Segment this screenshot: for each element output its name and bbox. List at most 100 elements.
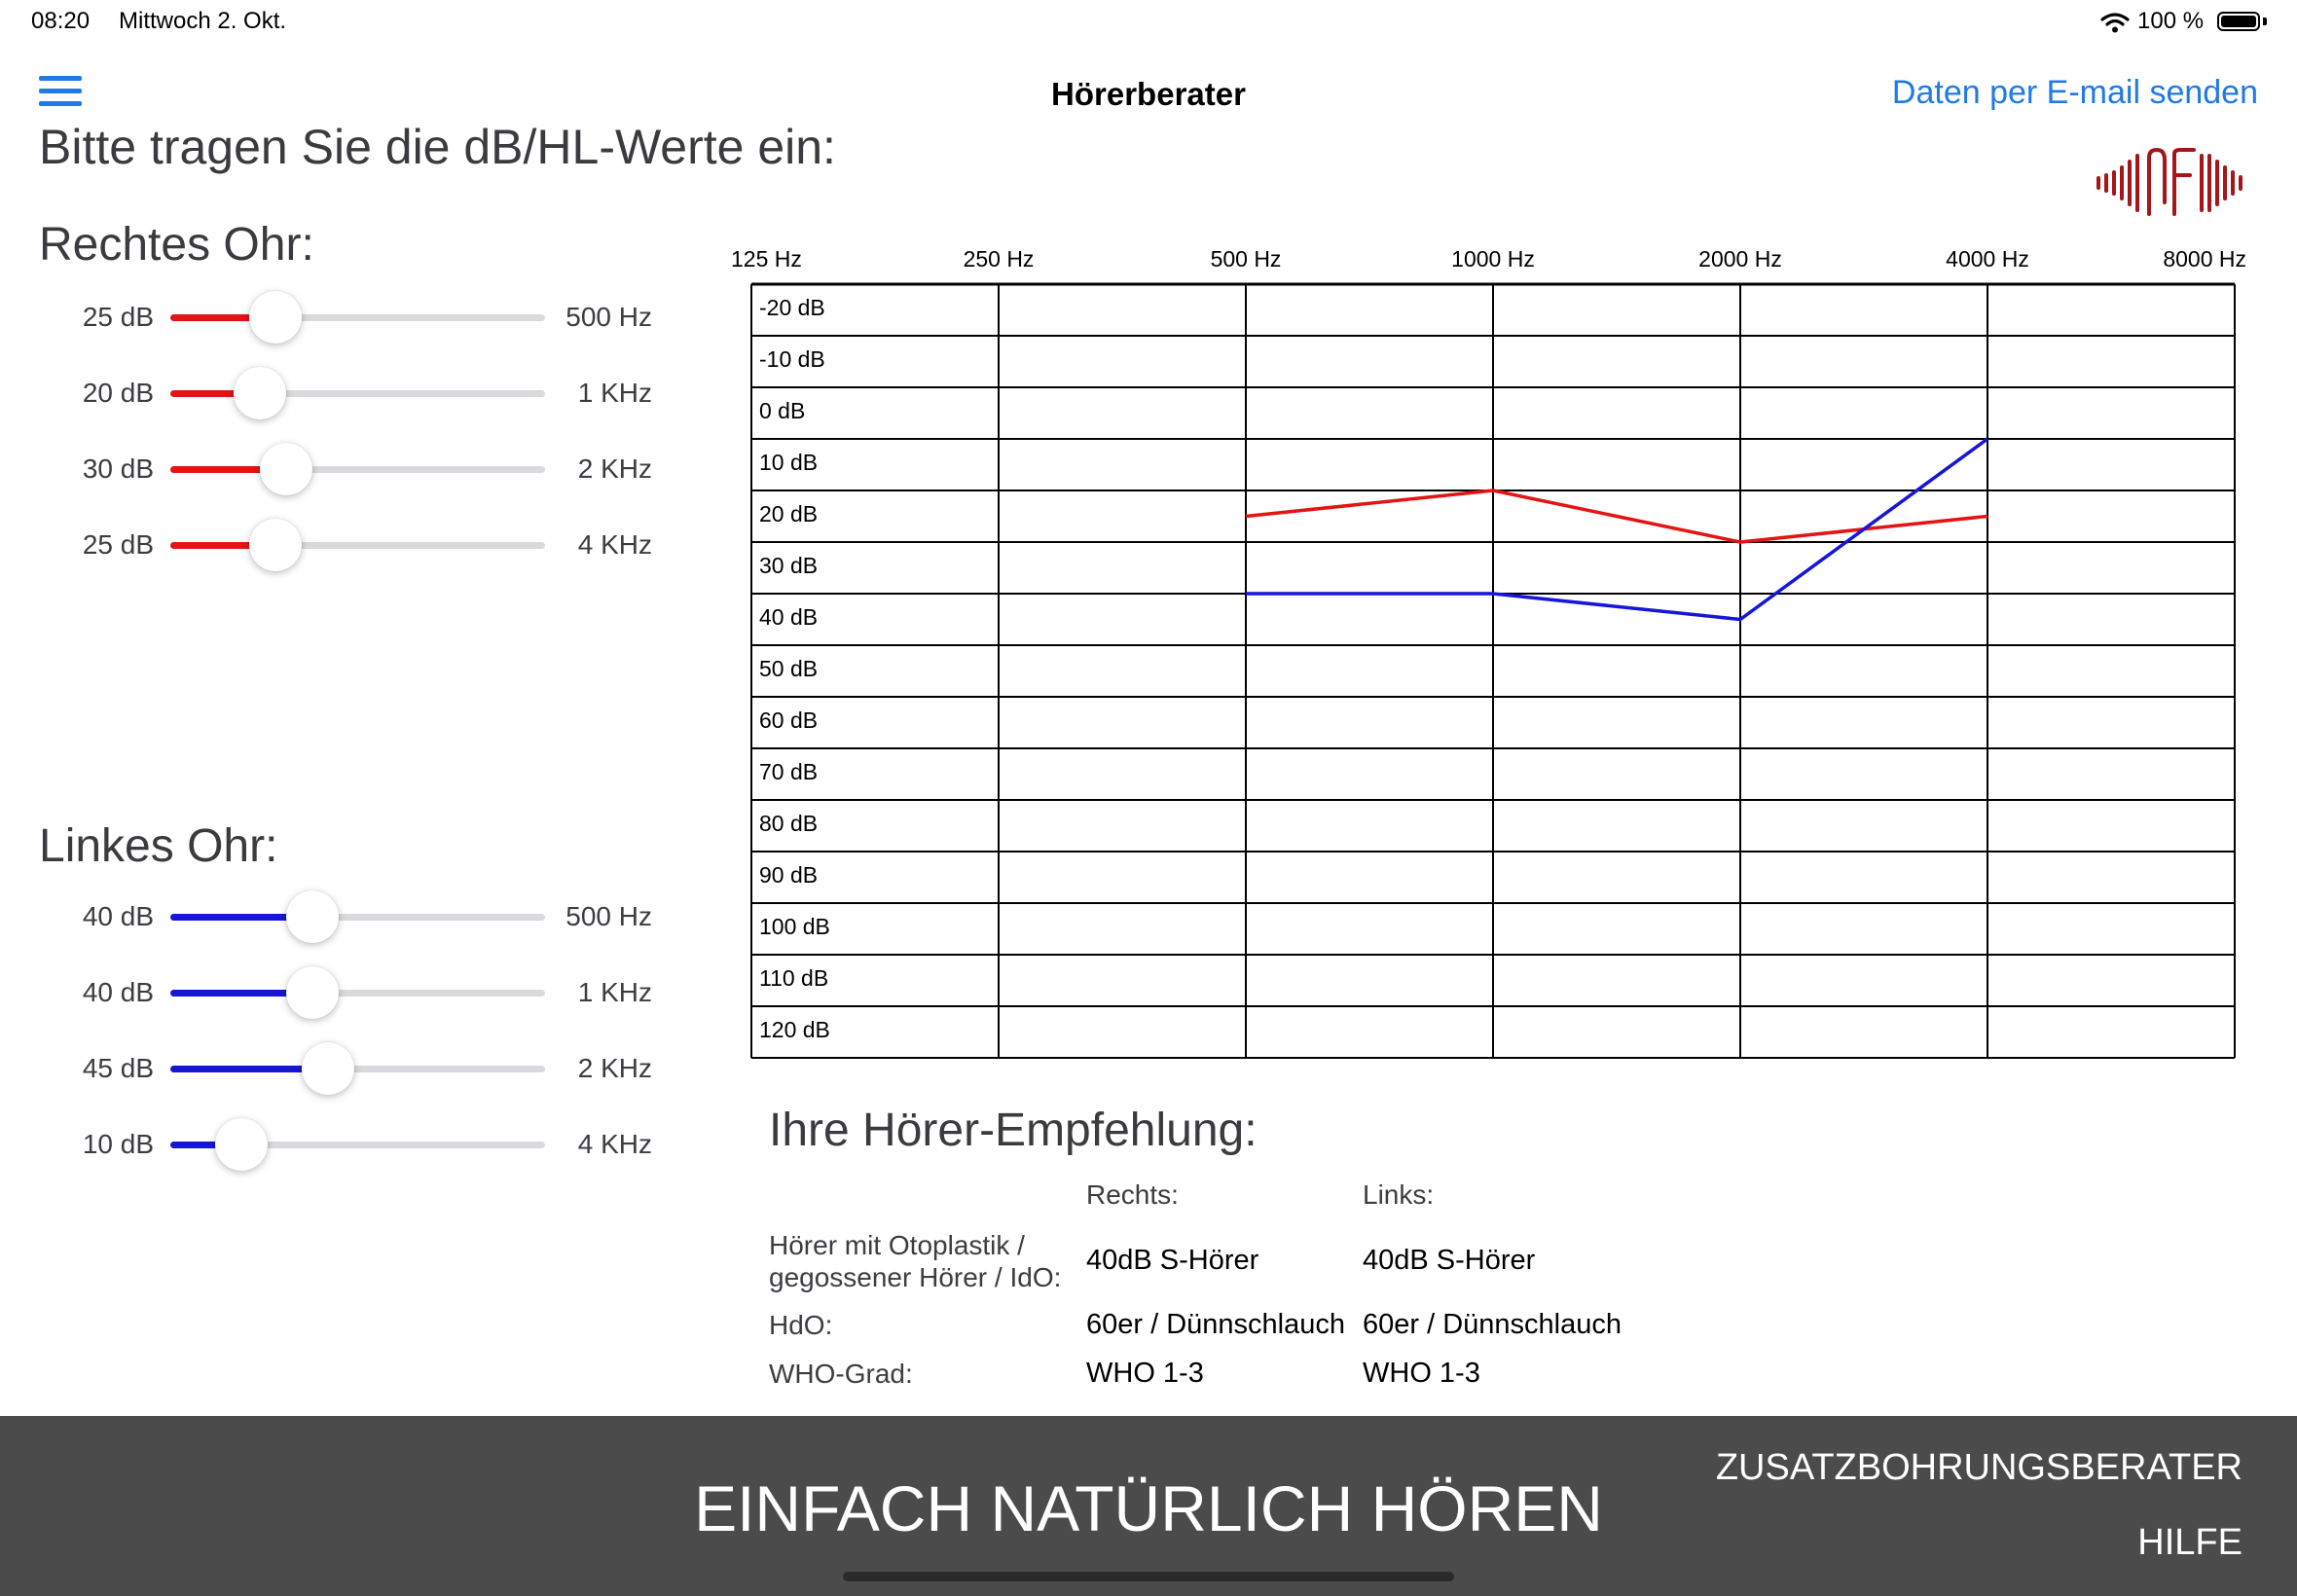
rec-left-otoplastik: 40dB S-Hörer [1363,1245,1536,1276]
y-tick-label: 20 dB [759,501,818,526]
x-tick-label: 250 Hz [964,246,1035,272]
y-tick-label: 60 dB [759,707,818,733]
y-tick-label: 120 dB [759,1017,830,1042]
footer-slogan: EINFACH NATÜRLICH HÖREN [694,1472,1603,1544]
y-tick-label: 80 dB [759,811,818,836]
y-tick-label: 100 dB [759,914,830,939]
email-data-button[interactable]: Daten per E-mail senden [1891,74,2258,111]
slider-fill [170,1142,242,1148]
y-tick-label: 50 dB [759,656,818,681]
x-tick-label: 2000 Hz [1698,246,1782,272]
right_ear-slider-row: 25 dB 4 KHz [0,516,681,574]
slider-thumb[interactable] [248,519,302,571]
rec-right-otoplastik: 40dB S-Hörer [1086,1245,1259,1276]
slider-value: 30 dB [82,453,154,484]
y-tick-label: -20 dB [759,295,825,320]
col-left-header: Links: [1363,1179,1435,1210]
y-tick-label: 10 dB [759,450,818,475]
slider-thumb[interactable] [286,966,340,1019]
slider-thumb[interactable] [260,443,313,495]
slider-fill [170,466,287,473]
slider-frequency: 1 KHz [577,977,652,1007]
slider-fill [170,1066,328,1072]
slider-thumb[interactable] [248,291,302,344]
x-tick-label: 500 Hz [1211,246,1282,272]
right-ear-line [1245,489,1988,544]
hilfe-button[interactable]: HILFE [2137,1522,2242,1563]
y-tick-label: 40 dB [759,604,818,630]
slider-thumb[interactable] [301,1042,354,1095]
right_ear-slider-track[interactable] [170,367,545,419]
left_ear-slider-track[interactable] [170,890,545,943]
left-ear-heading: Linkes Ohr: [39,820,278,872]
slider-frequency: 1 KHz [577,378,652,408]
left_ear-slider-row: 40 dB 1 KHz [0,963,681,1022]
slider-value: 10 dB [82,1129,154,1159]
right_ear-slider-track[interactable] [170,519,545,571]
left_ear-slider-row: 10 dB 4 KHz [0,1115,681,1174]
right_ear-slider-row: 30 dB 2 KHz [0,440,681,498]
col-right-header: Rechts: [1086,1179,1179,1210]
left-ear-line [1246,437,1989,622]
slider-value: 40 dB [82,901,154,931]
slider-value: 40 dB [82,977,154,1007]
right_ear-slider-track[interactable] [170,443,545,495]
left_ear-slider-track[interactable] [170,1118,545,1171]
slider-frequency: 500 Hz [565,302,652,332]
slider-value: 45 dB [82,1053,154,1083]
instruction-text: Bitte tragen Sie die dB/HL-Werte ein: [39,120,836,174]
right-ear-heading: Rechtes Ohr: [39,219,314,271]
x-tick-label: 8000 Hz [2163,246,2246,272]
footer-bar [0,1416,2297,1596]
battery-icon [2217,12,2260,31]
slider-fill [170,542,275,549]
row-label-hdo: HdO: [769,1310,833,1340]
row-label-otoplastik: Hörer mit Otoplastik / gegossener Hörer … [769,1230,1062,1292]
slider-fill [170,990,313,997]
left_ear-slider-row: 40 dB 500 Hz [0,888,681,946]
left_ear-slider-track[interactable] [170,1042,545,1095]
right_ear-slider-track[interactable] [170,291,545,344]
recommendation-title: Ihre Hörer-Empfehlung: [769,1105,1258,1156]
status-date: Mittwoch 2. Okt. [119,8,287,34]
hamburger-icon[interactable] [39,76,84,109]
slider-fill [170,314,275,321]
right_ear-slider-row: 25 dB 500 Hz [0,288,681,346]
home-indicator [843,1572,1454,1581]
y-tick-label: -10 dB [759,346,825,372]
slider-value: 25 dB [82,529,154,560]
slider-fill [170,390,261,397]
page-title: Hörerberater [1051,76,1246,112]
slider-fill [170,914,313,921]
y-tick-label: 110 dB [759,965,828,991]
audiogram-chart: 125 Hz 250 Hz 500 Hz 1000 Hz 2000 Hz 4000 Hz 8… [731,246,2246,1059]
x-tick-label: 125 Hz [731,246,802,272]
x-tick-label: 4000 Hz [1946,246,2029,272]
right_ear-slider-row: 20 dB 1 KHz [0,364,681,422]
rec-left-who: WHO 1-3 [1363,1358,1480,1389]
y-tick-label: 0 dB [759,398,805,423]
slider-frequency: 500 Hz [565,901,652,931]
slider-frequency: 4 KHz [577,529,652,560]
slider-frequency: 2 KHz [577,1053,652,1083]
slider-value: 20 dB [82,378,154,408]
left_ear-slider-track[interactable] [170,966,545,1019]
left_ear-slider-row: 45 dB 2 KHz [0,1039,681,1098]
zusatzbohrungsberater-button[interactable]: ZUSATZBOHRUNGSBERATER [1715,1447,2242,1488]
rec-right-who: WHO 1-3 [1086,1358,1204,1389]
slider-frequency: 4 KHz [577,1129,652,1159]
y-tick-label: 30 dB [759,553,818,578]
x-tick-label: 1000 Hz [1451,246,1535,272]
slider-thumb[interactable] [286,890,340,943]
slider-value: 25 dB [82,302,154,332]
y-tick-label: 90 dB [759,862,818,888]
slider-thumb[interactable] [215,1118,269,1171]
rec-right-hdo: 60er / Dünnschlauch [1086,1309,1345,1340]
slider-thumb[interactable] [234,367,287,419]
soundwave-logo [2096,148,2242,216]
wifi-icon [2100,13,2130,33]
slider-frequency: 2 KHz [577,453,652,484]
battery-percent: 100 % [2137,8,2205,34]
y-tick-label: 70 dB [759,759,818,784]
rec-left-hdo: 60er / Dünnschlauch [1363,1309,1622,1340]
